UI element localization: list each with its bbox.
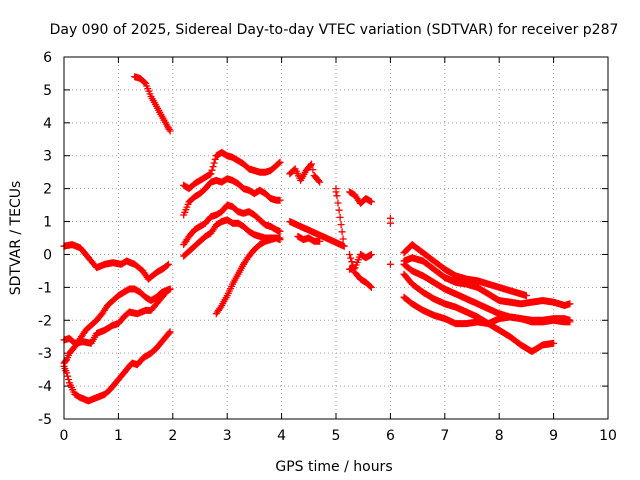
y-tick-label: -2 xyxy=(38,313,52,329)
data-point-markers xyxy=(286,160,324,186)
x-tick-label: 1 xyxy=(114,428,123,444)
series-arc-8 xyxy=(180,201,284,249)
x-tick-label: 4 xyxy=(277,428,286,444)
y-tick-label: -1 xyxy=(38,280,52,296)
x-tick-label: 2 xyxy=(168,428,177,444)
series-arc-17 xyxy=(386,214,394,268)
data-point-markers xyxy=(180,175,284,219)
data-point-markers xyxy=(400,293,558,355)
x-tick-label: 5 xyxy=(332,428,341,444)
series-arc-5 xyxy=(131,73,174,135)
x-axis-label: GPS time / hours xyxy=(275,459,392,475)
data-point-markers xyxy=(286,185,348,250)
axis-ticks: 0 1 2 3 4 5 6 7 8 9 10 -5 -4 -3 -2 -1 0 1 2 3 4 5 6 xyxy=(38,50,617,444)
series-arc-14 xyxy=(346,188,375,207)
series-arc-12 xyxy=(294,232,324,245)
data-point-markers xyxy=(60,241,172,283)
y-tick-label: -4 xyxy=(38,379,52,395)
x-tick-label: 3 xyxy=(223,428,232,444)
y-tick-label: 5 xyxy=(43,83,52,99)
chart-title: Day 090 of 2025, Sidereal Day-to-day VTE… xyxy=(50,22,619,38)
y-tick-label: 6 xyxy=(43,50,52,66)
series-arc-16 xyxy=(346,251,375,291)
data-point-markers xyxy=(180,201,284,249)
y-tick-label: 2 xyxy=(43,182,52,198)
data-point-markers xyxy=(386,214,394,268)
x-tick-label: 10 xyxy=(599,428,617,444)
data-point-markers xyxy=(294,232,324,245)
data-point-markers xyxy=(346,188,375,207)
series-arc-13 xyxy=(286,185,348,250)
x-tick-label: 6 xyxy=(386,428,395,444)
series-arc-22 xyxy=(400,293,558,355)
x-tick-label: 8 xyxy=(495,428,504,444)
y-axis-label: SDTVAR / TECUs xyxy=(8,181,24,296)
series-arc-18 xyxy=(400,241,530,300)
x-tick-label: 9 xyxy=(549,428,558,444)
x-tick-label: 0 xyxy=(60,428,69,444)
data-point-markers xyxy=(400,241,530,300)
data-points xyxy=(60,73,574,405)
data-point-markers xyxy=(180,148,284,193)
data-point-markers xyxy=(400,270,574,328)
y-tick-label: 0 xyxy=(43,247,52,263)
y-tick-label: 4 xyxy=(43,116,52,132)
series-arc-7 xyxy=(180,175,284,219)
y-tick-label: -3 xyxy=(38,346,52,362)
y-tick-label: -5 xyxy=(38,412,52,428)
data-point-markers xyxy=(212,234,284,318)
series-arc-1 xyxy=(60,241,172,283)
data-point-markers xyxy=(346,251,375,291)
series-arc-10 xyxy=(212,234,284,318)
series-arc-21 xyxy=(400,270,574,328)
x-tick-label: 7 xyxy=(440,428,449,444)
data-point-markers xyxy=(131,73,174,135)
grid-lines xyxy=(64,57,608,419)
y-tick-label: 1 xyxy=(43,215,52,231)
y-tick-label: 3 xyxy=(43,149,52,165)
plot-frame xyxy=(63,56,609,420)
series-arc-11 xyxy=(286,160,324,186)
series-arc-6 xyxy=(180,148,284,193)
